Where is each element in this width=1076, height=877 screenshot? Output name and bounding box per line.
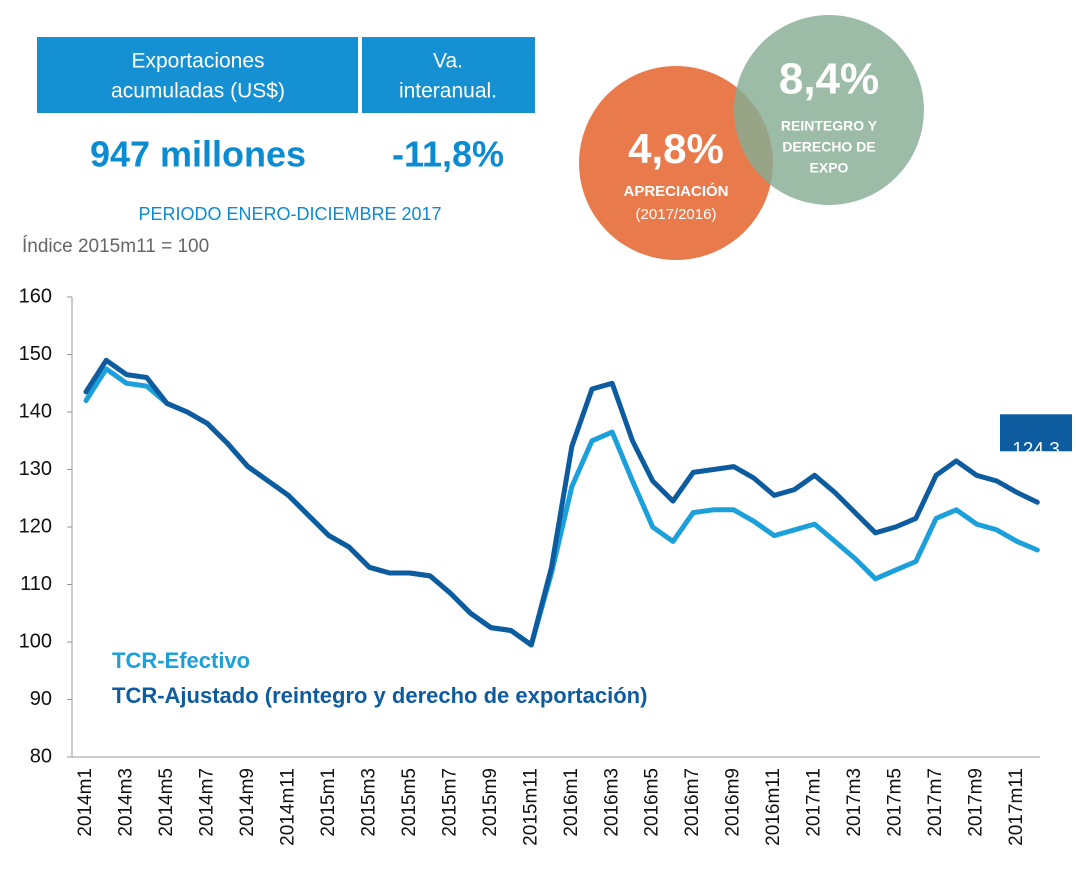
x-tick-label: 2016m7 [682, 768, 703, 837]
y-tick-label: 140 [19, 400, 52, 422]
value-label: 124,3 [1012, 439, 1060, 460]
x-tick-label: 2016m5 [642, 768, 663, 837]
bubble-label: REINTEGRO Y [781, 118, 878, 134]
x-tick-label: 2017m11 [1006, 768, 1027, 846]
bubble-value: 8,4% [779, 55, 879, 104]
y-tick-label: 150 [19, 343, 52, 365]
bubble-label: DERECHO DE [782, 139, 875, 155]
header-box [37, 37, 358, 113]
header-label: Exportaciones [131, 50, 264, 73]
header-label: acumuladas (US$) [111, 80, 285, 103]
legend-label: TCR-Efectivo [112, 648, 250, 673]
bubble-label: APRECIACIÓN [623, 182, 728, 200]
bubble-label: (2017/2016) [636, 206, 717, 223]
y-tick-label: 100 [19, 630, 52, 652]
y-tick-label: 130 [19, 458, 52, 480]
x-tick-label: 2016m1 [561, 768, 582, 837]
y-tick-label: 90 [30, 688, 52, 710]
header-label: Va. [433, 50, 463, 73]
value-label-box [1000, 414, 1072, 452]
subtitle: Índice 2015m11 = 100 [22, 236, 209, 257]
x-tick-label: 2014m11 [277, 768, 298, 846]
y-tick-label: 160 [19, 285, 52, 307]
series-line [83, 357, 1040, 648]
x-tick-label: 2017m3 [844, 768, 865, 837]
bubble [734, 15, 924, 205]
bubble [579, 66, 773, 260]
x-tick-label: 2015m11 [520, 768, 541, 846]
x-tick-label: 2017m7 [925, 768, 946, 837]
stat-value: -11,8% [392, 134, 504, 175]
x-tick-label: 2017m9 [966, 768, 987, 837]
x-tick-label: 2014m1 [75, 768, 96, 837]
header-box [362, 37, 535, 113]
x-tick-label: 2015m5 [399, 768, 420, 837]
bubble-label: EXPO [810, 160, 849, 176]
legend-label: TCR-Ajustado (reintegro y derecho de exp… [112, 683, 647, 708]
y-tick-label: 80 [30, 745, 52, 767]
stat-value: 947 millones [90, 134, 306, 175]
x-tick-label: 2016m3 [601, 768, 622, 837]
x-tick-label: 2016m9 [723, 768, 744, 837]
x-tick-label: 2014m9 [237, 768, 258, 837]
y-tick-label: 110 [20, 573, 52, 595]
x-tick-label: 2017m1 [804, 768, 825, 837]
x-tick-label: 2017m5 [885, 768, 906, 837]
period: PERIODO ENERO-DICIEMBRE 2017 [138, 204, 441, 224]
x-tick-label: 2014m3 [115, 768, 136, 837]
x-tick-label: 2015m9 [480, 768, 501, 837]
x-tick-label: 2015m1 [318, 768, 339, 837]
header-label: interanual. [399, 80, 497, 103]
x-tick-label: 2014m7 [196, 768, 217, 837]
bubble-value: 4,8% [628, 125, 724, 172]
y-tick-label: 120 [19, 515, 52, 537]
x-tick-label: 2016m11 [763, 768, 784, 846]
x-tick-label: 2015m7 [439, 768, 460, 837]
x-tick-label: 2014m5 [156, 768, 177, 837]
x-tick-label: 2015m3 [358, 768, 379, 837]
